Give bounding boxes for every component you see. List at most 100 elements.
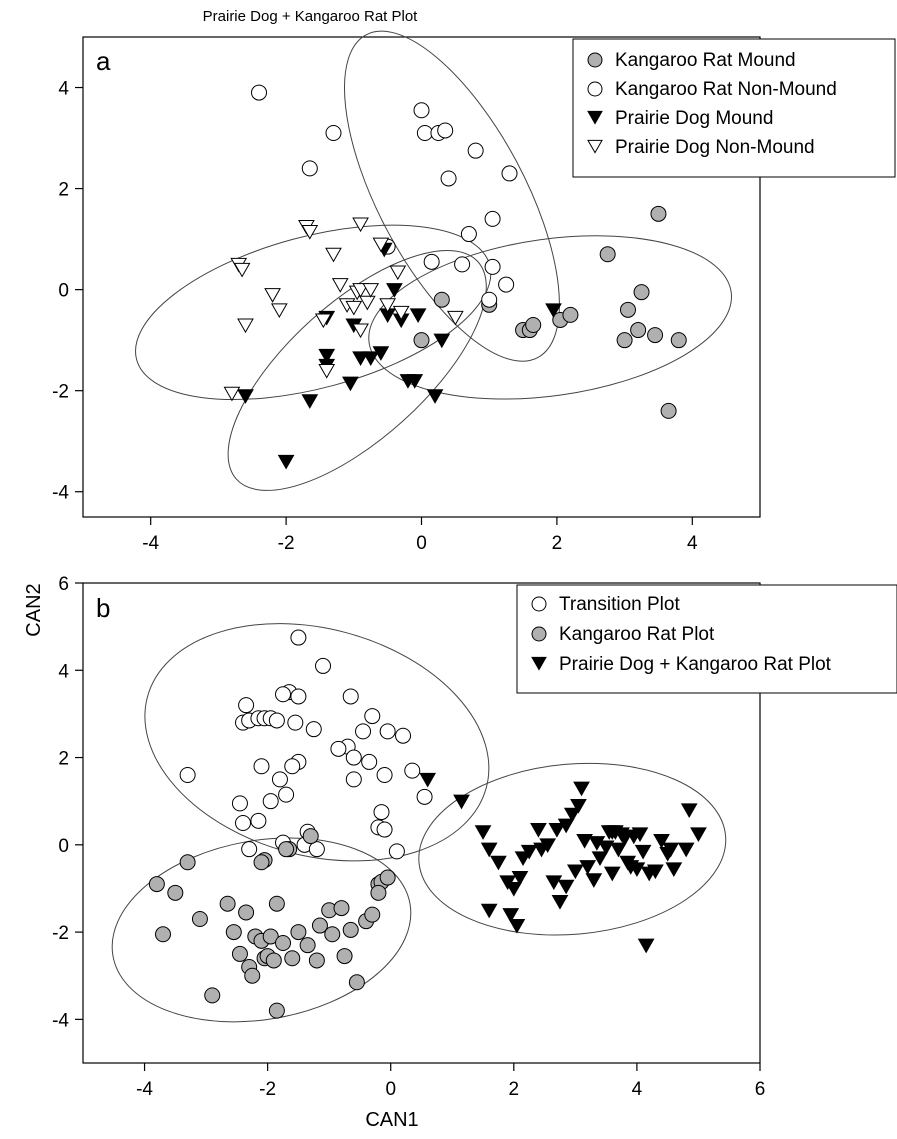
point-a-s0-14 [660,402,677,419]
point-b-s0-5 [290,688,307,705]
point-a-s2-7 [352,351,369,366]
point-b-s1-4 [191,911,208,927]
point-b-s0-12 [268,712,285,729]
point-a-s1-9 [501,165,518,182]
point-b-s0-44 [241,841,258,858]
point-b-s1-7 [225,924,242,941]
point-b-s1-3 [179,854,196,871]
point-b-s1-2 [167,884,184,901]
point-a-s2-14 [409,308,427,324]
point-a-s2-1 [277,454,295,470]
point-a-s3-18 [362,283,380,298]
y-tick-label-a: 2 [58,180,69,201]
point-a-s0-0 [433,291,450,308]
point-b-s2-36 [631,827,649,843]
x-tick-label-b: 0 [385,1079,396,1100]
point-a-s3-4 [264,288,281,303]
point-b-s1-11 [244,967,261,984]
point-b-s2-7 [508,919,526,934]
x-tick-label-b: 6 [755,1079,766,1100]
point-b-s0-42 [416,788,433,805]
point-b-s2-41 [653,833,670,849]
point-b-s1-0 [148,876,165,893]
point-a-s3-5 [270,303,288,318]
point-b-s1-30 [348,974,365,991]
point-b-s2-14 [545,875,563,891]
point-a-s0-4 [525,317,542,333]
panel-letter-a: a [96,46,111,76]
point-a-s3-21 [392,305,410,321]
point-a-s3-23 [352,217,369,233]
point-b-s1-26 [324,926,341,943]
y-tick-label-b: -2 [52,923,69,944]
point-b-s2-3 [480,842,498,858]
point-a-s2-5 [342,376,359,392]
point-b-s0-25 [345,749,362,766]
plot-frame-b [82,582,761,1064]
point-b-s1-36 [370,884,387,901]
point-b-s0-38 [308,841,325,858]
point-b-s2-49 [548,823,566,838]
confidence-ellipse-a-3 [368,235,732,400]
point-b-s2-53 [603,825,621,840]
point-b-s2-9 [511,871,529,886]
point-a-s1-13 [484,258,501,275]
point-b-s1-8 [231,945,248,962]
point-a-s3-16 [352,323,369,339]
point-b-s2-37 [634,844,652,860]
point-b-s0-2 [238,697,255,714]
point-b-s0-30 [271,771,288,788]
point-b-s0-35 [250,812,267,829]
point-a-s3-22 [446,310,464,326]
point-a-s2-2 [301,394,319,409]
point-b-s0-17 [379,723,396,740]
point-b-s2-43 [662,842,680,858]
point-a-s3-15 [352,283,369,298]
point-b-s1-32 [364,906,381,923]
point-a-s3-24 [372,237,390,253]
point-a-s3-10 [325,247,342,263]
x-tick-label-b: 4 [632,1079,643,1100]
legend-label-a-0: Kangaroo Rat Mound [615,50,796,71]
point-a-s1-0 [251,84,268,101]
y-axis-title: CAN2 [23,583,45,636]
point-b-s2-29 [610,842,627,858]
point-b-s1-9 [238,904,255,921]
point-b-s1-6 [219,895,236,912]
y-tick-label-a: 4 [58,79,69,100]
legend-marker-b-0 [531,596,547,612]
point-b-s0-28 [404,762,421,779]
y-tick-label-b: 4 [58,661,69,682]
point-b-s1-42 [253,854,270,871]
point-a-s1-4 [416,125,433,141]
point-b-s2-31 [616,831,633,847]
y-tick-label-b: 6 [58,574,69,595]
point-a-s2-0 [237,389,254,404]
point-b-s1-41 [302,828,319,845]
point-b-s2-35 [628,862,646,877]
point-a-s3-7 [301,225,319,240]
top-caption: Prairie Dog + Kangaroo Rat Plot [203,8,419,25]
point-b-s2-6 [502,908,520,923]
legend-label-a-2: Prairie Dog Mound [615,108,773,129]
point-b-s1-1 [155,926,172,943]
point-b-s0-24 [330,740,347,757]
point-b-s1-40 [268,895,285,912]
point-b-s2-12 [530,823,547,838]
legend-label-a-1: Kangaroo Rat Non-Mound [615,79,837,100]
point-a-s3-8 [318,363,336,379]
y-tick-label-b: 0 [58,836,69,857]
confidence-ellipse-b-1 [111,837,412,1023]
panel-b: b -4 -2 0 2 4 6 -4 -2 0 2 4 6 Transition Plot Kangaroo… [52,574,897,1100]
point-b-s1-29 [342,921,359,938]
point-a-s2-19 [386,283,403,298]
point-b-s2-11 [520,844,538,860]
confidence-ellipse-a-2 [227,250,487,491]
panel-letter-b: b [96,593,110,623]
point-b-s2-5 [480,903,498,919]
legend-box-a [572,38,896,178]
legend-marker-a-1 [587,81,603,97]
legend-label-a-3: Prairie Dog Non-Mound [615,137,815,158]
point-b-s2-52 [499,875,517,891]
point-a-s1-2 [325,125,342,141]
